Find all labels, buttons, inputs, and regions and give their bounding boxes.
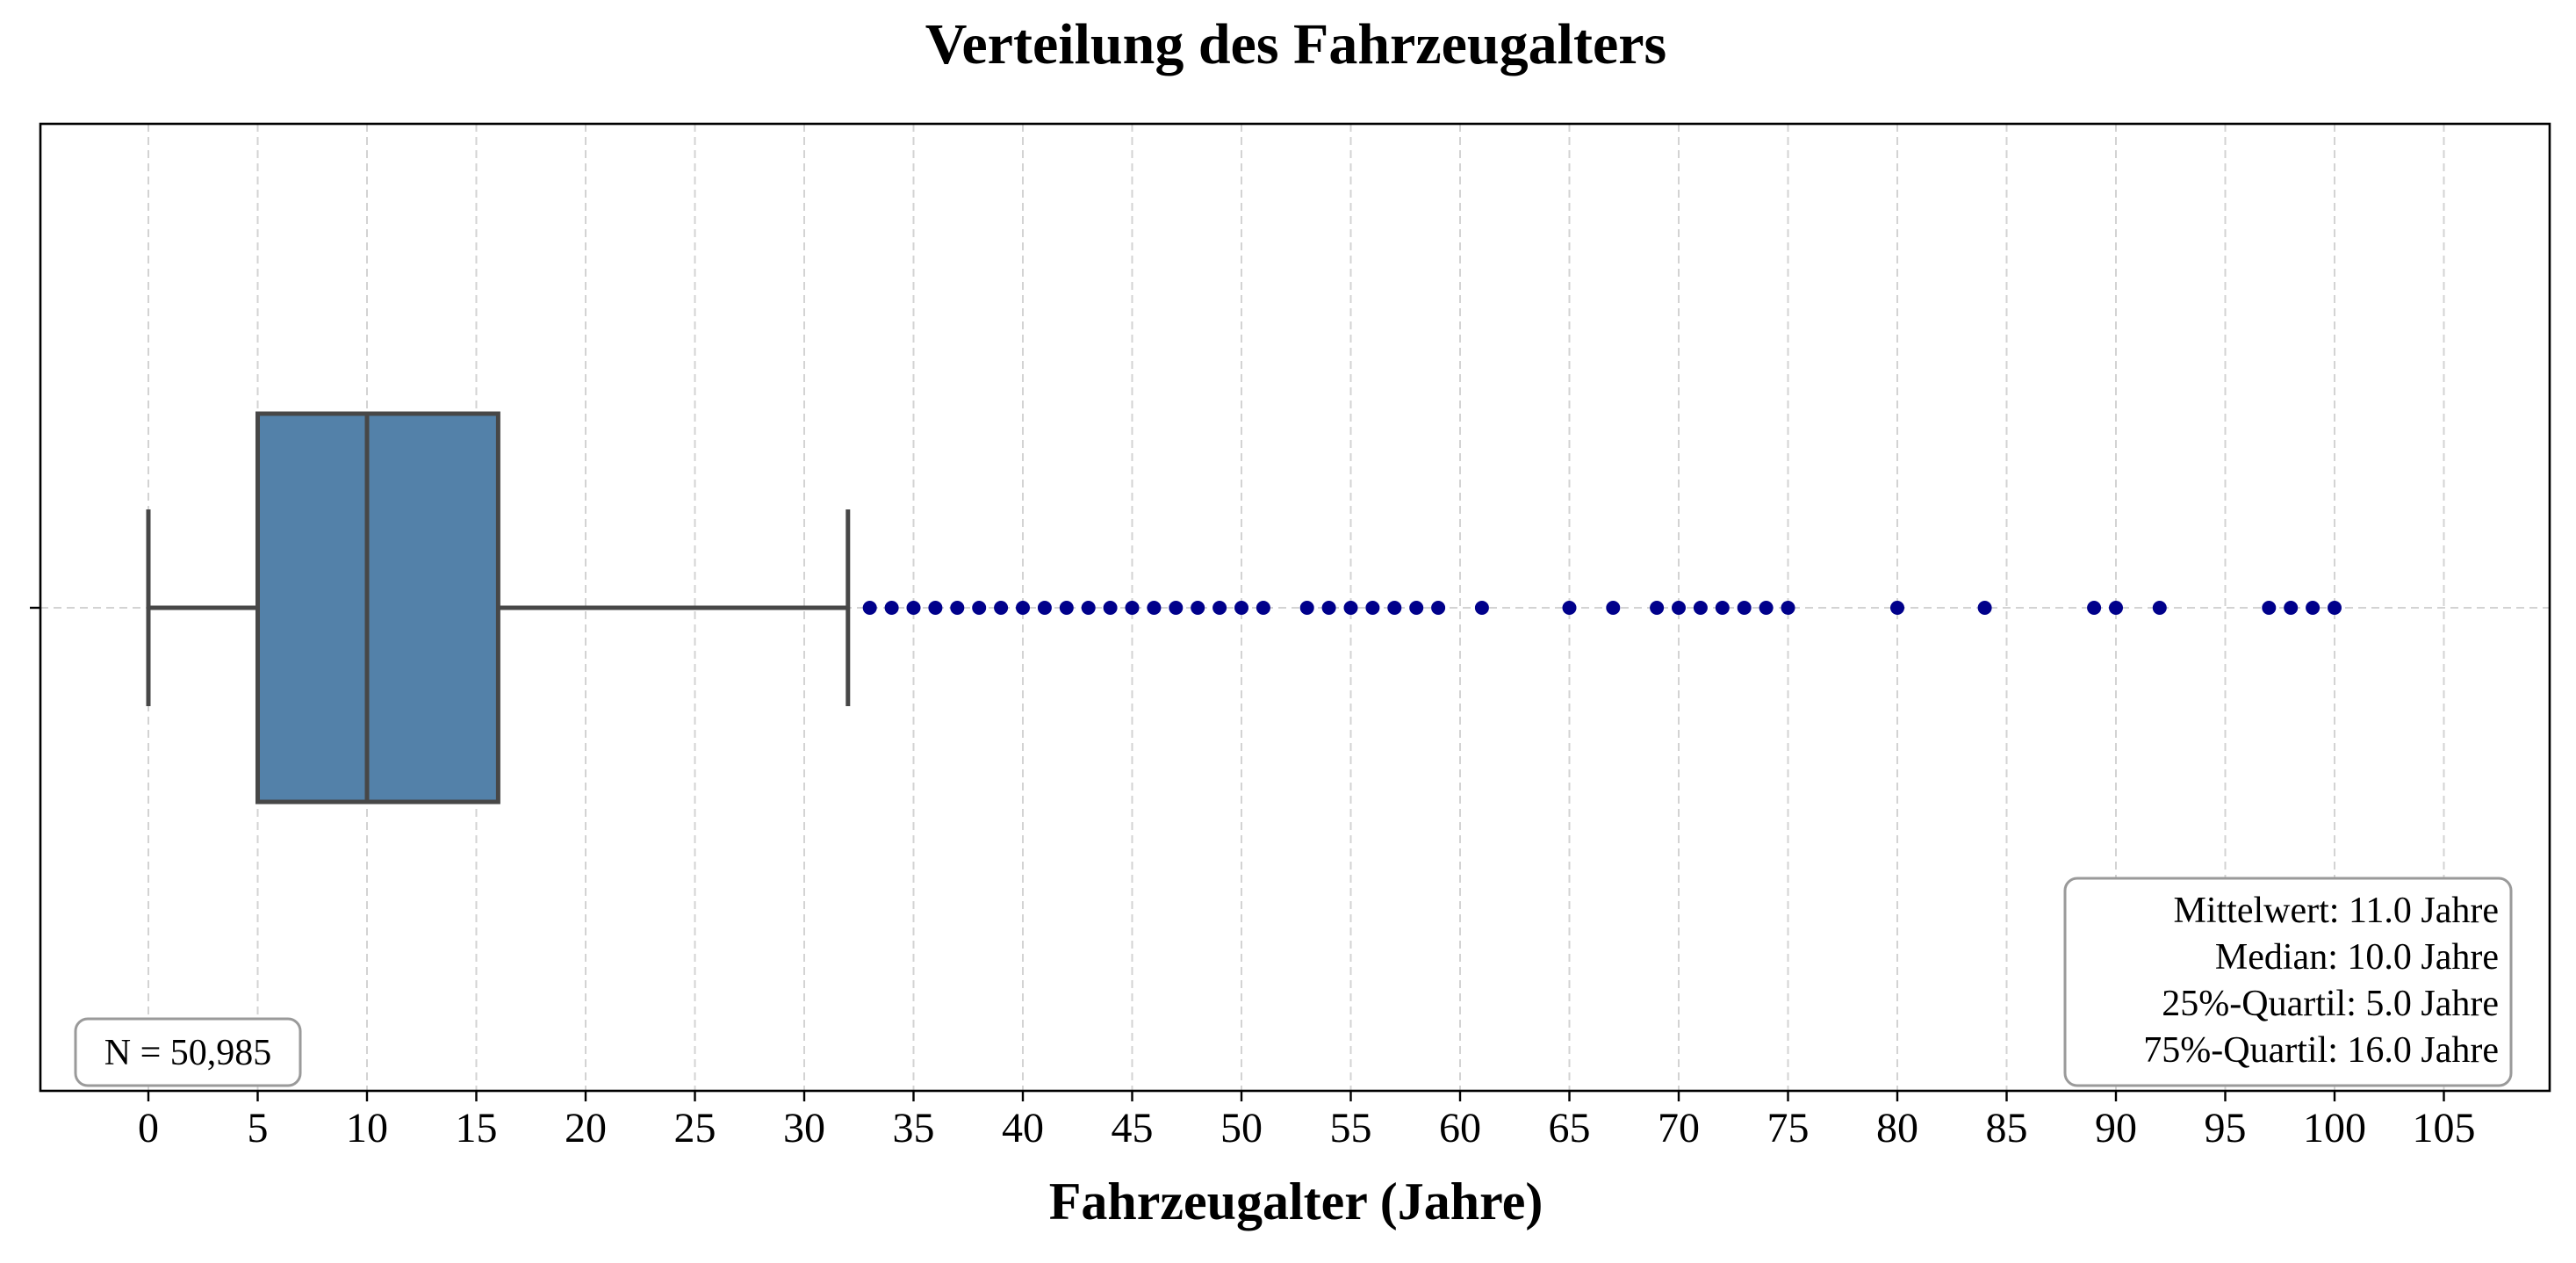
interquartile-box (255, 411, 500, 805)
x-axis-label: Fahrzeugalter (Jahre) (1049, 1173, 1543, 1231)
outlier-point (1147, 601, 1162, 615)
x-tick-label: 30 (783, 1105, 825, 1151)
x-tick-label: 100 (2303, 1105, 2366, 1151)
outlier-point (1103, 601, 1118, 615)
outlier-point (1650, 601, 1665, 615)
outlier-point (2262, 601, 2277, 615)
outlier-point (1693, 601, 1708, 615)
outlier-point (1234, 601, 1248, 615)
x-tick-label: 0 (138, 1105, 159, 1151)
outlier-point (2284, 601, 2299, 615)
outlier-point (1169, 601, 1184, 615)
outlier-point (994, 601, 1009, 615)
sample-count-text: N = 50,985 (104, 1033, 272, 1073)
x-tick-label: 105 (2413, 1105, 2476, 1151)
plot-area-frame (39, 122, 2551, 1093)
outlier-point (1562, 601, 1577, 615)
outlier-point (1781, 601, 1795, 615)
outlier-point (1191, 601, 1205, 615)
stat-mean: Mittelwert: 11.0 Jahre (2173, 891, 2499, 931)
outlier-point (1409, 601, 1424, 615)
outlier-points (862, 601, 2342, 615)
x-axis-ticks: 0 5 10 15 20 25 30 35 40 45 50 55 60 65 70 75 80 85 90 95 10… (138, 1091, 2476, 1151)
outlier-point (1977, 601, 1992, 615)
outlier-point (1059, 601, 1074, 615)
outlier-point (1474, 601, 1489, 615)
outlier-point (1606, 601, 1621, 615)
outlier-point (1299, 601, 1314, 615)
outlier-point (1125, 601, 1140, 615)
outlier-point (1672, 601, 1686, 615)
chart-title: Verteilung des Fahrzeugalters (925, 12, 1666, 76)
outlier-point (950, 601, 965, 615)
outlier-point (1081, 601, 1096, 615)
x-tick-label: 95 (2205, 1105, 2247, 1151)
outlier-point (1890, 601, 1904, 615)
outlier-point (2087, 601, 2102, 615)
x-tick-label: 15 (456, 1105, 498, 1151)
outlier-point (1037, 601, 1052, 615)
outlier-point (1343, 601, 1358, 615)
x-tick-label: 40 (1002, 1105, 1044, 1151)
x-tick-label: 80 (1876, 1105, 1918, 1151)
x-tick-label: 75 (1767, 1105, 1810, 1151)
outlier-point (1365, 601, 1380, 615)
outlier-point (1321, 601, 1336, 615)
sample-count-box-frame (74, 1017, 302, 1087)
stat-median: Median: 10.0 Jahre (2215, 937, 2499, 978)
stat-q1: 25%-Quartil: 5.0 Jahre (2162, 984, 2499, 1024)
outlier-point (1016, 601, 1030, 615)
outlier-point (928, 601, 943, 615)
x-tick-label: 60 (1439, 1105, 1481, 1151)
x-tick-label: 10 (346, 1105, 388, 1151)
x-tick-label: 65 (1549, 1105, 1591, 1151)
outlier-point (1737, 601, 1752, 615)
outlier-point (1212, 601, 1227, 615)
x-tick-label: 50 (1220, 1105, 1263, 1151)
outlier-point (972, 601, 987, 615)
x-tick-label: 5 (248, 1105, 269, 1151)
outlier-point (1387, 601, 1402, 615)
stat-q3: 75%-Quartil: 16.0 Jahre (2143, 1030, 2499, 1071)
box-plot (146, 411, 851, 805)
outlier-point (1715, 601, 1730, 615)
x-tick-label: 85 (1986, 1105, 2028, 1151)
x-tick-label: 55 (1330, 1105, 1372, 1151)
sample-count-box: N = 50,985 (74, 1017, 302, 1087)
x-tick-label: 25 (674, 1105, 716, 1151)
x-tick-label: 35 (893, 1105, 935, 1151)
statistics-box: Mittelwert: 11.0 Jahre Median: 10.0 Jahr… (2063, 877, 2513, 1087)
outlier-point (1256, 601, 1270, 615)
outlier-point (2328, 601, 2342, 615)
outlier-point (906, 601, 921, 615)
x-tick-label: 70 (1658, 1105, 1700, 1151)
x-tick-label: 45 (1112, 1105, 1154, 1151)
outlier-point (862, 601, 877, 615)
outlier-point (2152, 601, 2167, 615)
x-tick-label: 90 (2095, 1105, 2137, 1151)
outlier-point (1759, 601, 1774, 615)
outlier-point (1431, 601, 1446, 615)
statistics-box-frame (2063, 877, 2513, 1087)
outlier-point (884, 601, 899, 615)
outlier-point (2109, 601, 2123, 615)
x-tick-label: 20 (565, 1105, 607, 1151)
outlier-point (2306, 601, 2321, 615)
